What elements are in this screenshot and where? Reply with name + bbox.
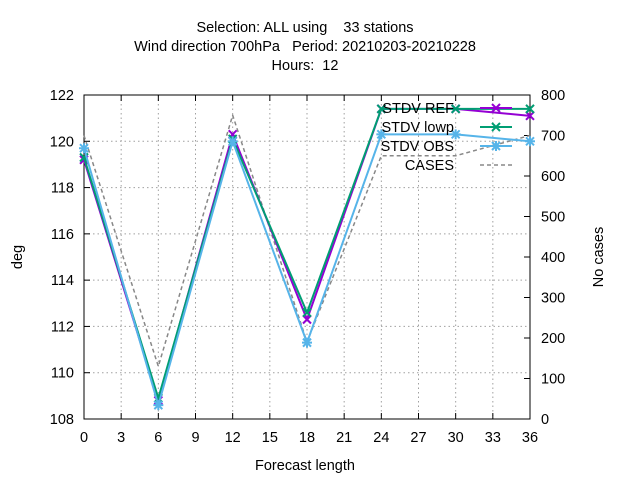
- data-point-stdv-lowp-b: [302, 307, 312, 318]
- y2-tick-label: 800: [541, 88, 565, 104]
- x-tick-label: 27: [410, 430, 426, 446]
- x-tick-label: 0: [80, 430, 88, 446]
- chart-title: Selection: ALL using 33 stations Wind di…: [134, 20, 476, 74]
- title-line-2: Wind direction 700hPa Period: 20210203-2…: [134, 39, 476, 55]
- legend-item-stdv-obs: STDV OBS: [381, 139, 512, 155]
- legend-label-stdv-ref: STDV REF: [382, 101, 454, 117]
- y-tick-label: 110: [51, 366, 74, 382]
- legend-item-stdv-ref: STDV REF: [382, 101, 512, 117]
- data-point-stdv-ref-b: [525, 111, 535, 121]
- x-tick-label: 30: [448, 430, 464, 446]
- y-tick-label: 120: [50, 134, 74, 150]
- y-tick-label: 118: [51, 181, 74, 197]
- legend-item-cases: CASES: [405, 158, 512, 174]
- data-point-stdv-lowp-b: [525, 104, 535, 114]
- y2-tick-label: 300: [541, 291, 565, 307]
- x-tick-label: 18: [299, 430, 315, 446]
- data-point-stdv-ref-b: [302, 314, 312, 325]
- y2-tick-label: 400: [541, 250, 565, 266]
- legend-marker-stdv-ref-b: [491, 103, 501, 113]
- y-axis-ticks: 108 110 112 114 116 118 120 122: [50, 88, 90, 428]
- y-tick-label: 116: [51, 227, 74, 243]
- title-line-1: Selection: ALL using 33 stations: [196, 20, 413, 36]
- x-tick-label: 12: [225, 430, 241, 446]
- x-tick-label: 36: [522, 430, 538, 446]
- data-point-stdv-lowp-b: [376, 104, 387, 114]
- series-stdv-obs: [79, 129, 535, 411]
- x-tick-label: 6: [154, 430, 162, 446]
- legend-label-cases: CASES: [405, 158, 454, 174]
- y-tick-label: 112: [51, 319, 74, 335]
- y2-tick-label: 200: [541, 331, 565, 347]
- legend-item-stdv-lowp: STDV lowp: [381, 120, 512, 136]
- y2-tick-label: 700: [541, 129, 565, 145]
- series-lines: [79, 104, 535, 411]
- legend: STDV REF STDV lowp STDV OBS CASES: [381, 101, 512, 174]
- x-axis-ticks: 0 3 6 9 12 15 18 21 24 27 30 33 36: [80, 95, 538, 446]
- x-tick-label: 24: [373, 430, 389, 446]
- legend-label-stdv-obs: STDV OBS: [381, 139, 454, 155]
- x-tick-label: 21: [336, 430, 352, 446]
- y2-tick-label: 600: [541, 169, 565, 185]
- y-axis-label: deg: [10, 245, 26, 269]
- x-tick-label: 33: [485, 430, 501, 446]
- x-tick-label: 3: [117, 430, 125, 446]
- x-axis-label: Forecast length: [255, 458, 355, 474]
- title-line-3: Hours: 12: [272, 58, 339, 74]
- y-tick-label: 122: [50, 88, 74, 104]
- x-tick-label: 15: [262, 430, 278, 446]
- y2-tick-label: 100: [541, 372, 565, 388]
- y2-tick-label: 500: [541, 210, 565, 226]
- legend-label-stdv-lowp: STDV lowp: [381, 120, 454, 136]
- y2-axis-ticks: 0 100 200 300 400 500 600 700 800: [524, 88, 565, 428]
- legend-marker-stdv-lowp-b: [491, 122, 501, 132]
- y2-tick-label: 0: [541, 412, 549, 428]
- grid-lines: [84, 95, 530, 419]
- x-tick-label: 9: [191, 430, 199, 446]
- data-point-stdv-lowp-b: [450, 104, 461, 114]
- y2-axis-label: No cases: [591, 227, 607, 287]
- y-tick-label: 108: [50, 412, 74, 428]
- y-tick-label: 114: [51, 273, 74, 289]
